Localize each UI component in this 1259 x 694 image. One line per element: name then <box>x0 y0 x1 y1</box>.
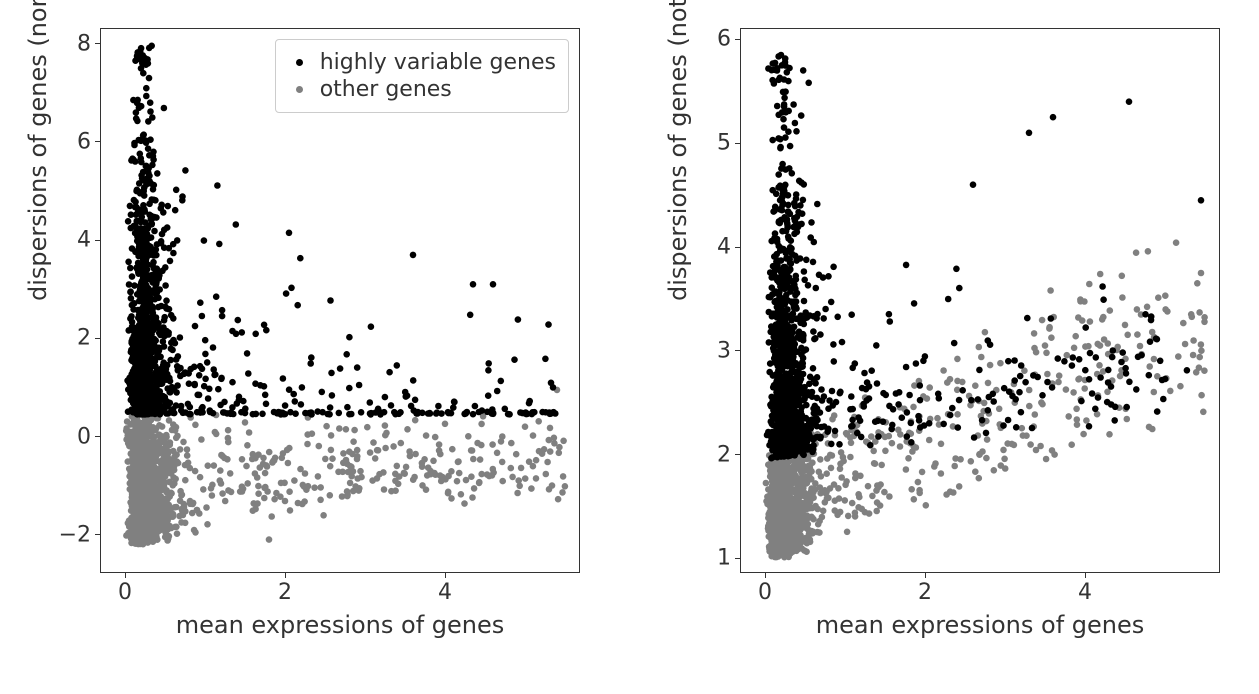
ylabel: dispersions of genes (not normalized) <box>664 0 692 301</box>
xlabel: mean expressions of genes <box>816 611 1145 639</box>
xtick-label: 0 <box>118 580 132 605</box>
figure: 0 2 4 −2 0 2 4 6 8 highly variable genesother gen… <box>0 0 1259 694</box>
ytick-label: 4 <box>77 228 91 253</box>
xtick-label: 2 <box>918 580 932 605</box>
ytick-label: 2 <box>717 442 731 467</box>
plot-area: 024−202468highly variable genesother gen… <box>100 28 580 573</box>
ytick-label: 8 <box>77 31 91 56</box>
ylabel: dispersions of genes (normalized) <box>24 0 52 301</box>
ytick-label: 6 <box>77 129 91 154</box>
ytick-label: 4 <box>717 235 731 260</box>
ytick-label: 5 <box>717 131 731 156</box>
legend-item: other genes <box>288 77 556 102</box>
legend-label: other genes <box>320 77 452 102</box>
series-other-genes <box>123 387 568 548</box>
ytick-label: −2 <box>59 522 91 547</box>
ytick-label: 3 <box>717 338 731 363</box>
ytick-label: 6 <box>717 27 731 52</box>
xtick-label: 4 <box>438 580 452 605</box>
legend-item: highly variable genes <box>288 50 556 75</box>
scatter-svg <box>741 29 1221 574</box>
legend-marker-icon <box>288 59 312 66</box>
legend-label: highly variable genes <box>320 50 556 75</box>
ytick-label: 2 <box>77 326 91 351</box>
xlabel: mean expressions of genes <box>176 611 505 639</box>
ytick-label: 1 <box>717 546 731 571</box>
legend-marker-icon <box>288 86 312 93</box>
xtick-label: 0 <box>758 580 772 605</box>
plot-area: 024123456 <box>740 28 1220 573</box>
xtick-label: 4 <box>1078 580 1092 605</box>
legend: highly variable genesother genes <box>275 39 569 113</box>
xtick-label: 2 <box>278 580 292 605</box>
ytick-label: 0 <box>77 424 91 449</box>
